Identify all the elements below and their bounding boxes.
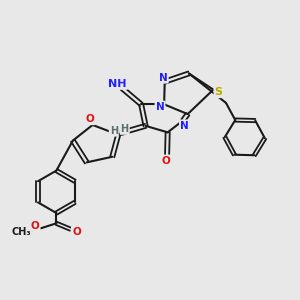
Text: H: H bbox=[110, 126, 118, 136]
Text: CH₃: CH₃ bbox=[11, 227, 31, 237]
Text: O: O bbox=[161, 156, 170, 166]
Text: N: N bbox=[159, 73, 168, 82]
Text: N: N bbox=[156, 102, 164, 112]
Text: O: O bbox=[31, 221, 40, 231]
Text: N: N bbox=[180, 121, 189, 130]
Text: S: S bbox=[214, 87, 223, 97]
Text: O: O bbox=[86, 114, 94, 124]
Text: NH: NH bbox=[108, 79, 127, 89]
Text: H: H bbox=[121, 124, 129, 134]
Text: O: O bbox=[72, 227, 81, 237]
